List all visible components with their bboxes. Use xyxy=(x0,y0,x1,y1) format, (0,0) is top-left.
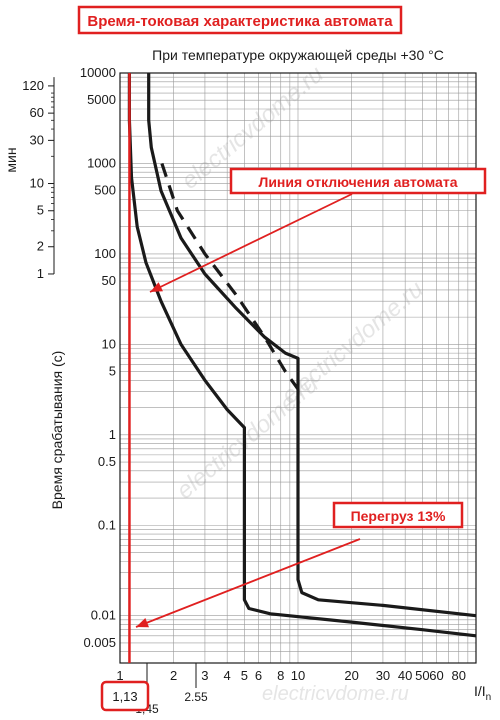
y-tick-label: 100 xyxy=(94,246,116,261)
annotation-text-overload: Перегруз 13% xyxy=(351,508,446,524)
minutes-tick-label: 5 xyxy=(37,203,44,218)
watermarks: electricvdome.ru electricvdome.ru electr… xyxy=(172,61,429,705)
annotation-box-overload xyxy=(332,501,464,529)
marker-value-label: 1,13 xyxy=(112,689,137,704)
x-tick-label: 60 xyxy=(429,668,443,683)
annotation-text-trip-line: Линия отключения автомата xyxy=(259,174,458,190)
curves xyxy=(127,73,477,638)
y-axis-label: Время срабатывания (с) xyxy=(49,351,65,510)
x-tick-label: 80 xyxy=(452,668,466,683)
minutes-tick-label: 30 xyxy=(30,132,44,147)
x-tick-label: 1 xyxy=(116,668,123,683)
annotation-arrow-overload-head xyxy=(136,617,149,628)
chart-title: Время-токовая характеристика автомата xyxy=(87,13,393,30)
minutes-scale: 120 60 30 10 5 2 1 xyxy=(22,77,55,281)
x-tick-label: 5 xyxy=(241,668,248,683)
x-tick-label: 6 xyxy=(255,668,262,683)
annotation-arrow-trip-line-head xyxy=(150,282,163,292)
y-tick-labels: 10000 5000 1000 500 100 50 10 5 1 0.5 0.1 0.01 0.005 xyxy=(80,65,116,650)
y-tick-label: 5000 xyxy=(87,92,116,107)
annotation-arrow-trip-line xyxy=(149,193,353,293)
x-tick-label: 50 xyxy=(415,668,429,683)
annotation-arrow-overload xyxy=(135,538,361,628)
y-tick-label: 1 xyxy=(109,427,116,442)
plot-frame xyxy=(119,72,477,664)
x-tick-label: 20 xyxy=(344,668,358,683)
y-tick-label: 0.5 xyxy=(98,454,116,469)
series-line-2 xyxy=(147,73,477,618)
series-line-1 xyxy=(127,73,477,638)
y-tick-label: 10000 xyxy=(80,65,116,80)
chart-subtitle: При температуре окружающей среды +30 °C xyxy=(152,47,444,63)
annotations: Линия отключения автомата Перегруз 13% 1,1… xyxy=(100,73,487,712)
x-extra-label-2-55: 2.55 xyxy=(184,690,208,704)
minutes-label: мин xyxy=(3,147,19,172)
x-tick-label: 3 xyxy=(201,668,208,683)
x-tick-label: 30 xyxy=(376,668,390,683)
y-tick-label: 1000 xyxy=(87,155,116,170)
y-tick-label: 10 xyxy=(102,336,116,351)
marker-value-box xyxy=(100,680,150,712)
x-tick-label: 10 xyxy=(291,668,305,683)
series-line-3 xyxy=(160,163,300,391)
title-box xyxy=(77,5,403,35)
y-tick-label: 0.01 xyxy=(91,608,116,623)
minutes-tick-label: 2 xyxy=(37,239,44,254)
minutes-tick-label: 1 xyxy=(37,266,44,281)
minutes-tick-label: 60 xyxy=(30,105,44,120)
x-tick-label: 40 xyxy=(398,668,412,683)
y-tick-label: 0.1 xyxy=(98,517,116,532)
x-tick-label: 2 xyxy=(170,668,177,683)
minutes-tick-label: 10 xyxy=(30,176,44,191)
minutes-tick-label: 120 xyxy=(22,78,44,93)
x-axis-label: I/In xyxy=(474,683,491,703)
y-tick-label: 0.005 xyxy=(83,635,116,650)
x-tick-label: 4 xyxy=(224,668,231,683)
annotation-box-trip-line xyxy=(229,167,487,195)
watermark-4: electricvdome.ru xyxy=(262,683,409,705)
y-tick-label: 5 xyxy=(109,364,116,379)
y-tick-label: 50 xyxy=(102,273,116,288)
y-tick-label: 500 xyxy=(94,183,116,198)
x-tick-label: 8 xyxy=(277,668,284,683)
